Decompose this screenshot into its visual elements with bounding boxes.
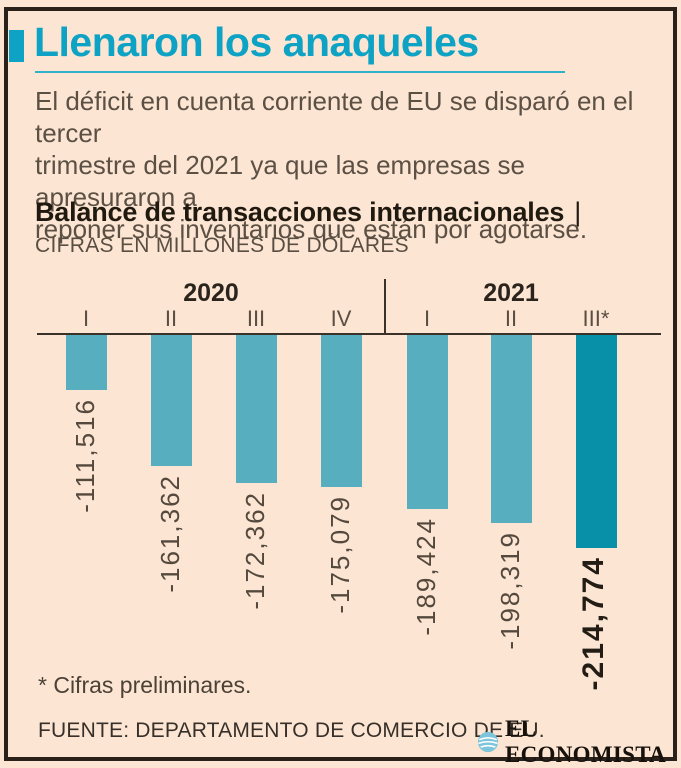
year-divider-line <box>384 279 386 334</box>
brand-name: EL ECONOMISTA <box>505 716 667 767</box>
bar <box>321 335 362 487</box>
chart-title: Balance de transacciones internacionales <box>35 197 565 227</box>
bar-value-label: -172,362 <box>240 491 270 610</box>
quarter-tick-label: I <box>82 306 90 331</box>
bar-value-label: -161,362 <box>155 474 185 593</box>
el-economista-logo-icon <box>477 731 499 753</box>
brand-lockup: EL ECONOMISTA <box>477 716 681 768</box>
year-label-2021: 2021 <box>483 279 539 307</box>
bar <box>151 335 192 466</box>
bar-value-label: -111,516 <box>70 398 100 513</box>
quarter-tick-label: IV <box>330 306 352 331</box>
intro-text: El déficit en cuenta corriente de EU se … <box>35 85 660 245</box>
quarter-tick-label: I <box>423 306 431 331</box>
chart-title-row: Balance de transacciones internacionales… <box>35 197 581 228</box>
bar <box>236 335 277 483</box>
footnote: * Cifras preliminares. <box>38 672 252 698</box>
bar-value-label: -214,774 <box>577 556 610 691</box>
year-label-2020: 2020 <box>183 279 239 307</box>
chart-baseline <box>37 333 661 335</box>
bar-highlighted <box>576 335 617 548</box>
title-underline <box>35 71 565 73</box>
bar <box>491 335 532 523</box>
bar-value-label: -175,079 <box>325 495 355 614</box>
quarter-tick-label: III <box>246 306 266 331</box>
bar-value-label: -189,424 <box>411 517 441 636</box>
intro-line-2: trimestre del 2021 ya que las empresas s… <box>35 150 525 212</box>
intro-line-3: reponer sus inventarios que están por ag… <box>35 214 588 244</box>
quarter-tick-label: II <box>164 306 178 331</box>
bar <box>407 335 448 509</box>
page-title: Llenaron los anaqueles <box>34 19 479 65</box>
quarter-tick-label: II <box>504 306 518 331</box>
chart-title-separator: | <box>574 197 582 227</box>
source-text: FUENTE: DEPARTAMENTO DE COMERCIO DE EU. <box>38 719 545 742</box>
intro-line-1: El déficit en cuenta corriente de EU se … <box>35 86 634 148</box>
quarter-tick-label: III* <box>582 306 610 331</box>
bar <box>66 335 107 390</box>
chart-subtitle: CIFRAS EN MILLONES DE DÓLARES <box>35 234 409 257</box>
title-accent-block <box>9 30 24 62</box>
bar-value-label: -198,319 <box>495 531 525 650</box>
